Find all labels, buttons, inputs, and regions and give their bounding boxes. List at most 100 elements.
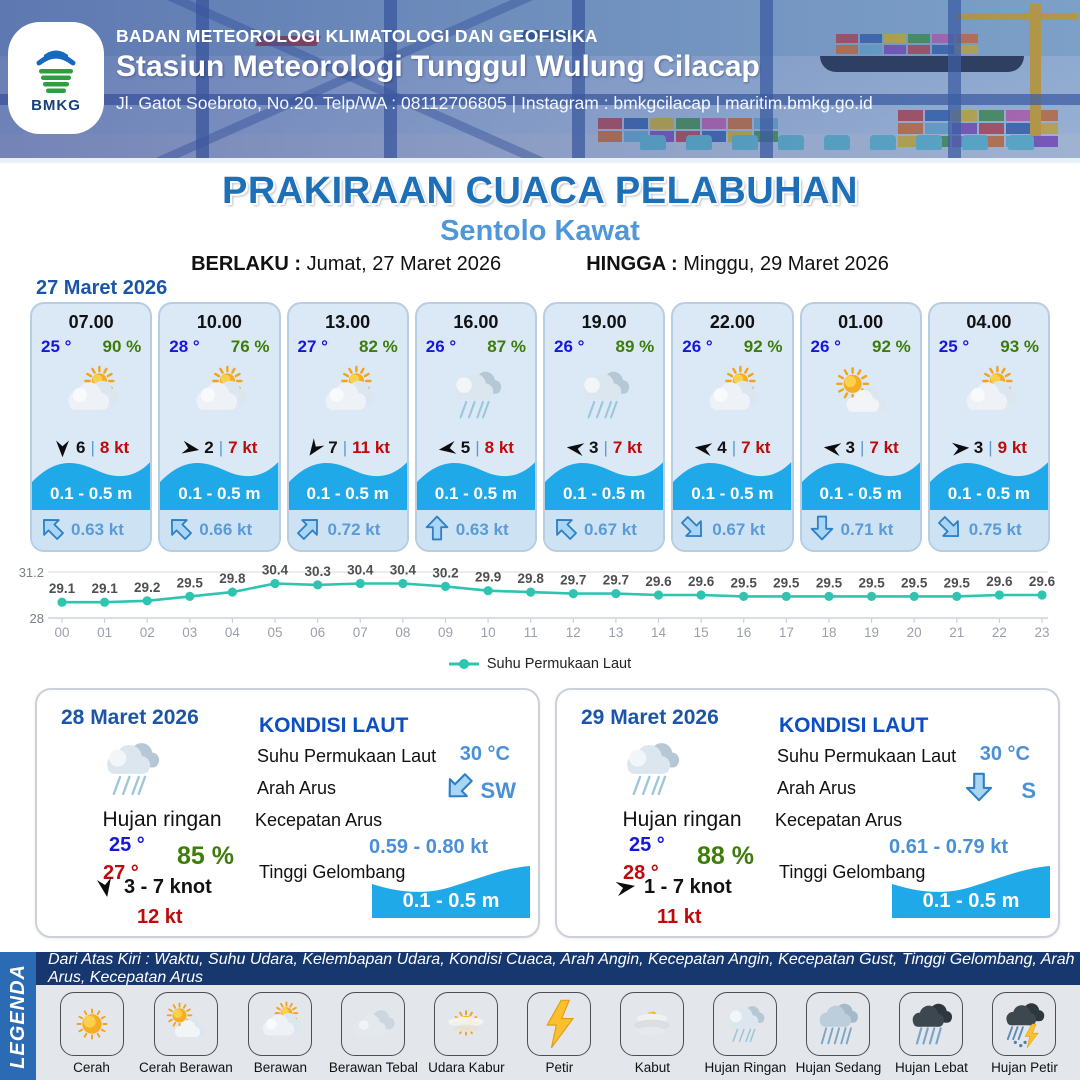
wind-separator: | [90,438,95,457]
temp-min: 25 ° [109,834,145,856]
current-speed-label: 0.71 kt [840,520,894,539]
svg-text:29.6: 29.6 [645,574,672,589]
legend-section: LEGENDA Dari Atas Kiri : Waktu, Suhu Uda… [0,951,1080,1080]
sea-conditions-title: KONDISI LAUT [259,714,409,737]
svg-text:29.6: 29.6 [986,574,1013,589]
wind-row: 1 - 7 knot [615,876,732,899]
wind-separator: | [603,438,608,457]
temp-max: 28 ° [623,862,659,884]
gust-label: 9 kt [997,438,1027,457]
svg-text:02: 02 [140,625,155,640]
temperature-label: 26 ° [425,337,457,356]
svg-text:04: 04 [225,625,241,640]
svg-text:20: 20 [907,625,922,640]
hour-forecast-card: 10.00 28 ° 76 % 2 | 7 kt 0.1 - 0.5 m 0.66 kt [158,302,281,552]
time-label: 22.00 [709,312,755,332]
berlaku-label: BERLAKU : [191,253,302,275]
hour-forecast-card: 13.00 27 ° 82 % 7 | 11 kt 0.1 - 0.5 m 0.72 kt [286,302,409,552]
svg-text:15: 15 [694,625,709,640]
temperature-label: 26 ° [554,337,585,356]
svg-text:29.5: 29.5 [731,575,758,590]
gust-label: 7 kt [741,438,771,457]
current-direction-value: S [1021,778,1036,803]
temperature-label: 25 ° [41,337,72,356]
weather-icon [954,360,1024,430]
svg-text:12: 12 [566,625,581,640]
humidity-label: 89 % [615,337,655,356]
hujan-petir-icon [992,992,1057,1056]
time-label: 13.00 [325,312,371,332]
sst-value: 30 °C [979,743,1030,765]
hour-forecast-card: 01.00 26 ° 92 % 3 | 7 kt 0.1 - 0.5 m 0.71 kt [799,302,922,552]
gust-label: 8 kt [484,438,514,457]
svg-text:29.6: 29.6 [688,574,715,589]
gust-label: 8 kt [99,438,130,457]
time-label: 10.00 [196,312,242,332]
port-illustration [0,0,1080,158]
current-direction-icon [296,515,322,546]
current-speed-label: 0.67 kt [712,520,766,539]
current-row: 0.63 kt [32,510,151,550]
wave-height-label: 0.1 - 0.5 m [947,484,1030,503]
wave-height-label: Tinggi Gelombang [259,862,406,882]
wind-separator: | [860,438,865,457]
legend-item: Hujan Sedang [793,992,884,1076]
wind-row: 5 | 8 kt [417,438,535,458]
wave-height-label: 0.1 - 0.5 m [178,484,261,503]
port-name: Sentolo Kawat [440,215,640,247]
svg-text:16: 16 [736,625,751,640]
weather-icon [697,360,767,430]
svg-text:29.5: 29.5 [177,575,204,590]
wind-separator: | [342,438,348,457]
legend-item-label: Berawan Tebal [328,1060,418,1075]
wind-speed-label: 5 [460,438,471,457]
temperature-label: 26 ° [682,337,713,356]
wave-height-label: 0.1 - 0.5 m [563,484,646,503]
weather-icon [92,730,170,808]
current-speed-label: 0.72 kt [327,520,381,539]
wind-row: 6 | 8 kt [32,438,150,458]
temp-humidity-row: 26 ° 87 % [426,337,526,357]
temperature-label: 26 ° [810,337,841,356]
current-direction-icon [424,515,450,546]
hour-forecast-card: 16.00 26 ° 87 % 5 | 8 kt 0.1 - 0.5 m 0.63 kt [414,302,537,552]
wind-row: 3 | 7 kt [802,438,920,458]
svg-text:08: 08 [395,625,410,640]
svg-text:18: 18 [821,625,836,640]
svg-text:21: 21 [949,625,964,640]
legend-item: Petir [514,992,605,1076]
svg-text:29.5: 29.5 [858,575,885,590]
weather-icon [612,730,690,808]
current-speed-value: 0.59 - 0.80 kt [369,836,488,858]
gust-label: 7 kt [869,438,899,457]
current-direction-icon [552,515,578,546]
svg-text:07: 07 [353,625,368,640]
current-row: 0.72 kt [288,510,407,550]
legend-item: Hujan Ringan [700,992,791,1076]
wind-direction-icon [951,439,970,458]
svg-text:29.2: 29.2 [134,580,160,595]
wind-row: 3 | 7 kt [545,438,663,458]
wave-height-value: 0.1 - 0.5 m [402,890,500,912]
weather-icon [56,360,126,430]
wind-row: 4 | 7 kt [673,438,791,458]
svg-text:06: 06 [310,625,325,640]
wind-direction-icon [566,439,585,458]
svg-text:10: 10 [481,625,496,640]
legend-items-row: Cerah Cerah Berawan Berawan Berawan Tebal Ud… [36,985,1080,1080]
wind-speed-label: 2 [204,438,214,457]
wind-speed-label: 6 [76,438,86,457]
legend-item-label: Berawan [253,1060,307,1075]
wind-row: 7 | 11 kt [289,437,407,458]
wind-separator: | [218,438,224,457]
wave-height-band: 0.1 - 0.5 m [32,448,151,510]
hour-forecast-card: 22.00 26 ° 92 % 4 | 7 kt 0.1 - 0.5 m 0.67 kt [671,302,794,552]
sst-chart-plot: 31.2 28 00 01 02 03 04 05 06 07 08 09 10 11 12 13 14 15 16… [19,563,1056,641]
svg-text:05: 05 [268,625,283,640]
svg-text:30.4: 30.4 [390,563,417,578]
current-speed-value: 0.61 - 0.79 kt [889,836,1008,858]
current-direction-icon [444,772,474,802]
wave-icon [892,866,1050,918]
wind-separator: | [988,438,993,457]
